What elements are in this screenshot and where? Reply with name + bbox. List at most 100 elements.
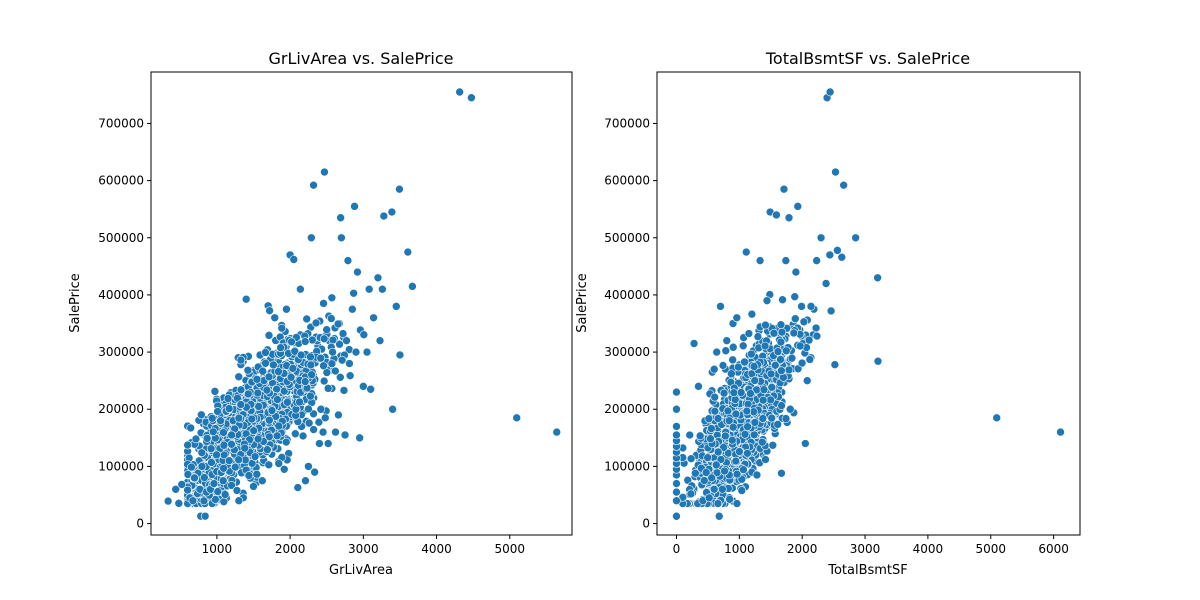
data-point [672,479,681,488]
data-point [725,494,734,504]
data-point [316,404,326,414]
data-point [364,284,374,294]
data-point [328,335,338,345]
data-point [319,376,329,386]
data-point [789,328,799,338]
data-point [992,413,1002,423]
data-point [288,364,298,373]
data-point [264,372,274,382]
data-point [318,427,328,437]
data-point [350,202,359,211]
data-point [211,495,220,504]
y-tick-label: 100000 [98,459,144,473]
data-point [713,414,723,423]
data-point [395,350,405,360]
data-point [320,167,329,177]
data-point [727,369,736,379]
data-point [797,358,807,368]
data-point [552,427,562,437]
x-tick-label: 5000 [494,542,525,556]
data-point [766,395,775,405]
data-point [273,395,282,404]
data-point [736,388,746,397]
data-point [369,313,378,323]
x-tick-label: 2000 [787,542,818,556]
data-point [216,416,225,425]
data-point [760,341,770,351]
data-point [210,387,220,396]
data-point [758,395,768,405]
data-point [316,353,325,363]
data-point [703,453,712,462]
data-point [752,470,762,480]
data-point [731,409,741,419]
data-point [762,296,772,305]
data-point [784,365,794,375]
data-point [219,463,228,473]
data-point [750,418,760,427]
data-point [825,87,835,97]
y-tick-label: 400000 [604,288,650,302]
data-point [691,468,700,478]
data-point [265,306,274,315]
data-point [345,359,354,368]
data-point [252,374,262,384]
data-point [289,255,299,264]
y-tick-label: 0 [642,517,650,531]
data-point [761,320,770,330]
data-point [188,496,198,506]
data-point [740,429,750,439]
data-point [319,334,329,344]
data-point [322,325,332,335]
data-point [362,347,372,357]
data-point [345,371,355,380]
data-point [236,400,246,409]
data-point [267,406,277,415]
data-point [701,468,711,477]
data-point [821,279,831,288]
data-point [776,320,786,329]
data-point [375,336,385,345]
data-point [327,293,337,303]
data-point [378,284,387,294]
data-point [174,499,184,508]
data-point [766,369,776,379]
data-point [261,348,270,357]
data-point [777,366,786,376]
data-point [253,388,263,398]
data-point [512,413,522,423]
data-point [739,465,748,475]
data-point [200,511,210,521]
data-point [207,458,216,467]
data-point [746,389,755,398]
scatter-points [672,87,1065,521]
data-point [795,341,805,351]
data-point [234,496,244,506]
plot-frame [656,71,1081,536]
data-point [391,302,401,311]
data-point [252,469,262,479]
x-tick-label: 1000 [202,542,233,556]
data-point [336,213,345,223]
plot-frame [150,71,573,536]
data-point [767,413,777,423]
data-point [781,256,791,265]
data-point [743,448,752,458]
data-point [721,431,730,441]
data-point [339,386,349,395]
data-point [274,367,283,376]
data-point [804,335,814,345]
y-tick-label: 700000 [98,116,144,130]
x-tick-label: 3000 [348,542,379,556]
data-point [467,93,476,103]
data-point [403,247,413,257]
data-point [171,484,181,494]
data-point [767,382,777,392]
data-point [342,336,351,345]
data-point [694,382,703,391]
data-point [177,480,187,489]
data-point [293,483,303,492]
data-point [287,337,296,347]
data-point [700,476,709,485]
data-point [724,416,734,426]
